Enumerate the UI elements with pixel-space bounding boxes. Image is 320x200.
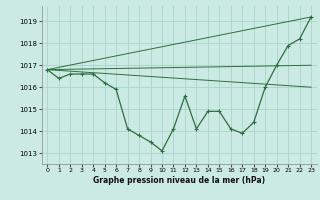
X-axis label: Graphe pression niveau de la mer (hPa): Graphe pression niveau de la mer (hPa) [93,176,265,185]
